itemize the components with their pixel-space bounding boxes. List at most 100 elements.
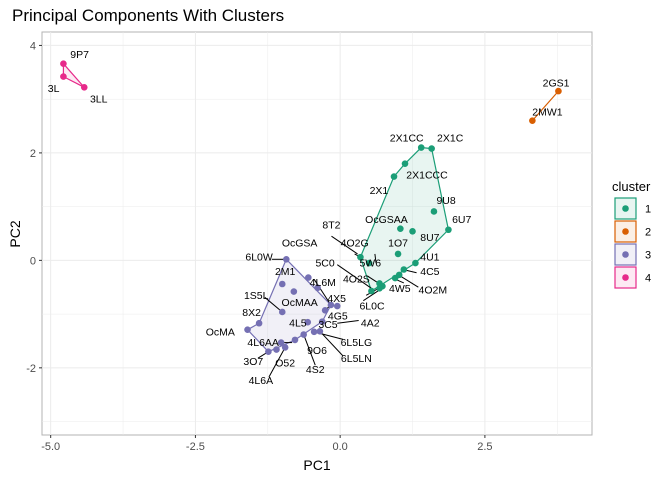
point-4U1 <box>412 259 419 267</box>
point-8T2 <box>365 259 373 267</box>
x-tick-label: -2.5 <box>186 441 205 453</box>
point-OcMA <box>244 326 251 333</box>
legend-key-dot <box>622 251 629 258</box>
label-leader-line <box>303 334 316 366</box>
point-label: 6L5LG <box>341 337 373 349</box>
grid-lines <box>42 32 592 435</box>
point-label: 6L0W <box>245 252 273 264</box>
point-label: 2M1 <box>275 266 296 278</box>
point-label: 5W6 <box>359 258 381 270</box>
point-label: 4G5 <box>328 311 348 323</box>
legend: cluster 1 2 3 4 <box>612 179 651 289</box>
label-leader-line <box>400 276 419 288</box>
point-2MW1 <box>529 117 536 124</box>
data-points <box>60 60 562 356</box>
point-label: 2X1C <box>437 132 464 144</box>
point-6L0W <box>283 255 290 263</box>
label-leader-line <box>331 235 358 255</box>
point-4G5 <box>321 307 329 314</box>
point-labels: 9P7 3L 3LL 2GS1 2MW1 2X1CC 2X1C 2X1CCC 2X1 9U8 OcG… <box>48 49 570 387</box>
y-tick-label: -2 <box>26 363 36 375</box>
point-label: 6L5LN <box>341 353 372 365</box>
point-1S5L <box>278 308 286 316</box>
point-label: 4O2M <box>418 284 447 296</box>
point-label: 2X1 <box>370 185 389 197</box>
point-label: 8U7 <box>420 232 439 244</box>
legend-title: cluster <box>612 179 651 194</box>
label-leader-line <box>264 297 283 313</box>
point-3LL <box>80 84 88 91</box>
point-label: 4W5 <box>389 283 411 295</box>
point-OcGSA <box>305 274 312 281</box>
y-tick-label: 0 <box>30 255 36 267</box>
label-leader-line <box>268 347 286 378</box>
label-leader-line <box>374 253 377 264</box>
label-leader-line <box>337 320 359 324</box>
point-label: 2X1CCC <box>406 169 448 181</box>
y-tick-label: 4 <box>30 40 36 52</box>
point-label: 9P7 <box>70 49 89 61</box>
x-tick-label: -5.0 <box>41 441 60 453</box>
hull-cluster-4 <box>62 63 85 88</box>
legend-key-dot <box>622 274 629 281</box>
point-O52 <box>273 346 280 353</box>
point-label: OcMA <box>206 326 235 338</box>
point-4L5 <box>304 318 312 326</box>
y-axis-title: PC2 <box>7 220 23 247</box>
point-4A2 <box>333 302 341 310</box>
point-label: 6L0C <box>359 301 385 313</box>
point-label: 4A2 <box>361 318 380 330</box>
legend-label: 4 <box>645 273 651 285</box>
point-9O6 <box>291 336 299 344</box>
x-tick-label: 2.5 <box>477 441 492 453</box>
point-3O7 <box>265 348 272 356</box>
point-label: 4C5 <box>420 266 439 278</box>
point-4C5 <box>400 266 408 273</box>
point-4O2M <box>395 271 403 279</box>
point-label: 4O2G <box>341 238 369 250</box>
point-label: 8T2 <box>322 219 340 231</box>
point-label: 4L6A <box>249 375 274 387</box>
point-label: 4U1 <box>420 252 439 264</box>
point-label: OcGSAA <box>365 214 408 226</box>
point-5C0 <box>376 285 383 292</box>
point-label: 8X2 <box>242 307 261 319</box>
point-label: 1S5L <box>244 290 269 302</box>
point-label: O52 <box>275 357 295 369</box>
point-label: 3LL <box>90 94 108 106</box>
point-label: 3L <box>48 83 60 95</box>
chart-title: Principal Components With Clusters <box>12 6 284 25</box>
point-label: OcGSA <box>282 238 318 250</box>
point-9U8 <box>430 208 438 215</box>
point-OcMAA <box>290 288 298 295</box>
point-4L6A <box>281 344 289 351</box>
y-tick-label: 2 <box>30 148 36 160</box>
point-2X1C <box>428 145 435 152</box>
point-label: 2GS1 <box>543 78 570 90</box>
point-label: 4L6M <box>310 277 336 289</box>
label-leader-line <box>336 264 372 289</box>
legend-key-dot <box>622 228 629 235</box>
point-label: 2MW1 <box>532 107 562 119</box>
point-3C5 <box>318 318 326 325</box>
point-label: 6U7 <box>452 214 471 226</box>
x-tick-label: 0.0 <box>333 441 348 453</box>
point-2M1 <box>278 280 286 288</box>
x-axis-ticks: -5.0 -2.5 0.0 2.5 <box>41 435 493 453</box>
point-label: 9U8 <box>436 195 455 207</box>
label-leader-line <box>313 278 332 306</box>
point-4L6M <box>314 284 321 292</box>
point-2GS1 <box>555 87 562 95</box>
point-2X1 <box>390 173 398 180</box>
point-label: 4S2 <box>306 364 325 376</box>
point-label: 1O7 <box>388 238 408 250</box>
point-4O2G <box>357 253 364 261</box>
point-label: 3C5 <box>318 319 337 331</box>
point-label: OcMAA <box>282 297 318 309</box>
point-label: 9O6 <box>307 345 327 357</box>
x-axis-title: PC1 <box>303 457 330 473</box>
label-leader-line <box>319 330 344 357</box>
point-label: 4L5 <box>289 318 307 330</box>
legend-key-dot <box>622 205 629 212</box>
